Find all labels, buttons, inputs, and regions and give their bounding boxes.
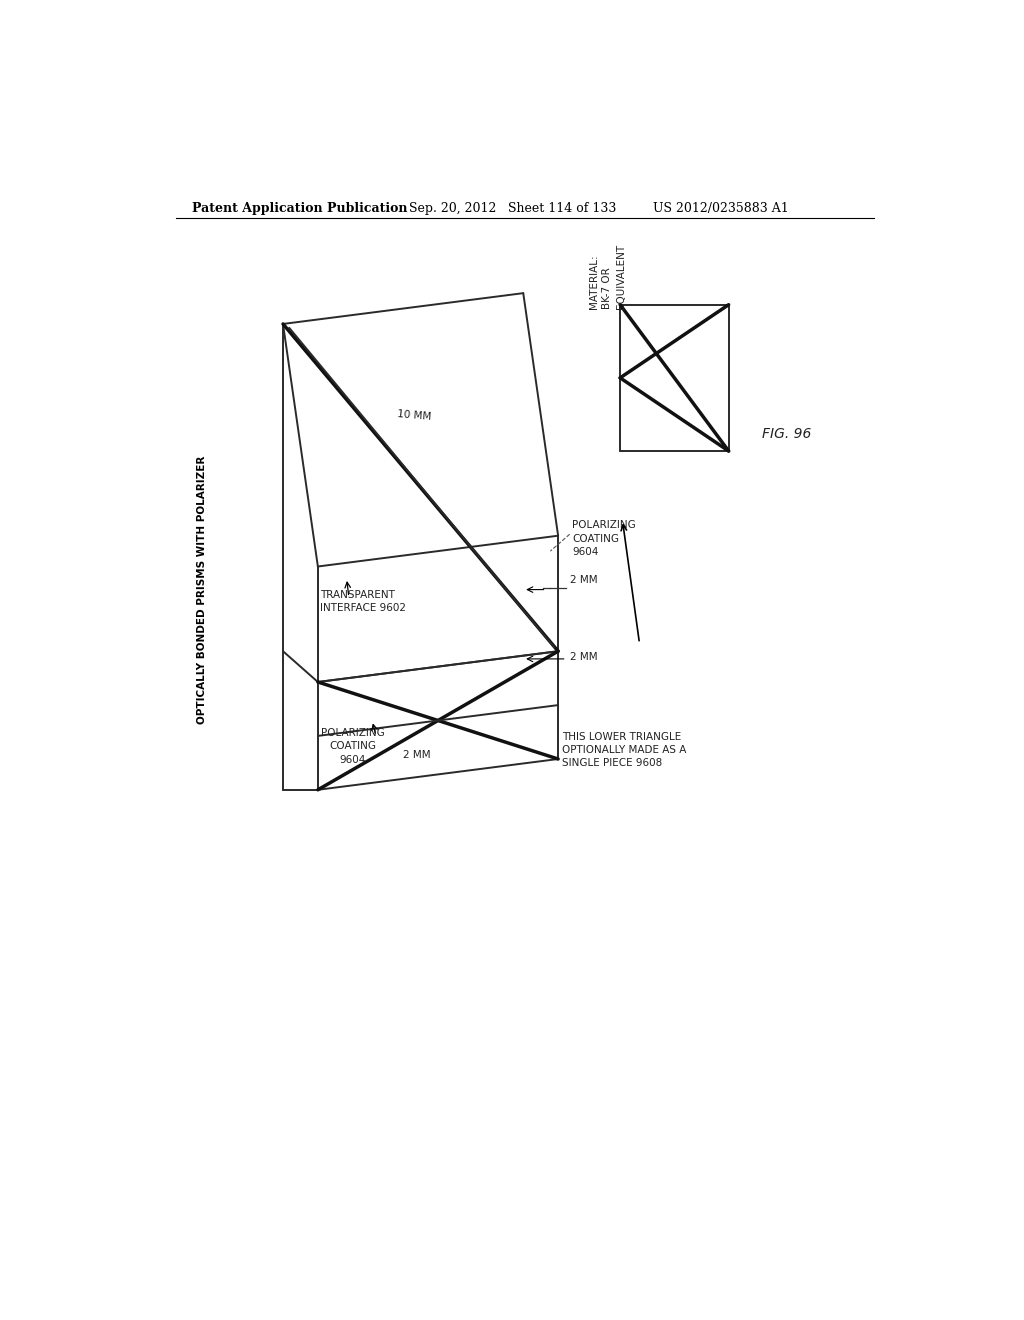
Text: TRANSPARENT
INTERFACE 9602: TRANSPARENT INTERFACE 9602 [321, 590, 407, 612]
Text: US 2012/0235883 A1: US 2012/0235883 A1 [653, 202, 790, 215]
Text: Sep. 20, 2012: Sep. 20, 2012 [409, 202, 496, 215]
Text: 10 MM: 10 MM [397, 409, 432, 422]
Text: 2 MM: 2 MM [403, 750, 431, 760]
Text: Patent Application Publication: Patent Application Publication [191, 202, 408, 215]
Text: OPTICALLY BONDED PRISMS WITH POLARIZER: OPTICALLY BONDED PRISMS WITH POLARIZER [198, 455, 208, 723]
Text: Sheet 114 of 133: Sheet 114 of 133 [508, 202, 616, 215]
Text: POLARIZING
COATING
9604: POLARIZING COATING 9604 [321, 729, 385, 764]
Text: 2 MM: 2 MM [569, 652, 597, 663]
Text: FIG. 96: FIG. 96 [762, 428, 811, 441]
Text: 2 MM: 2 MM [569, 576, 597, 585]
Text: THIS LOWER TRIANGLE
OPTIONALLY MADE AS A
SINGLE PIECE 9608: THIS LOWER TRIANGLE OPTIONALLY MADE AS A… [562, 733, 686, 768]
Text: MATERIAL:
BK-7 OR
EQUIVALENT: MATERIAL: BK-7 OR EQUIVALENT [589, 243, 626, 309]
Text: POLARIZING
COATING
9604: POLARIZING COATING 9604 [572, 520, 636, 557]
